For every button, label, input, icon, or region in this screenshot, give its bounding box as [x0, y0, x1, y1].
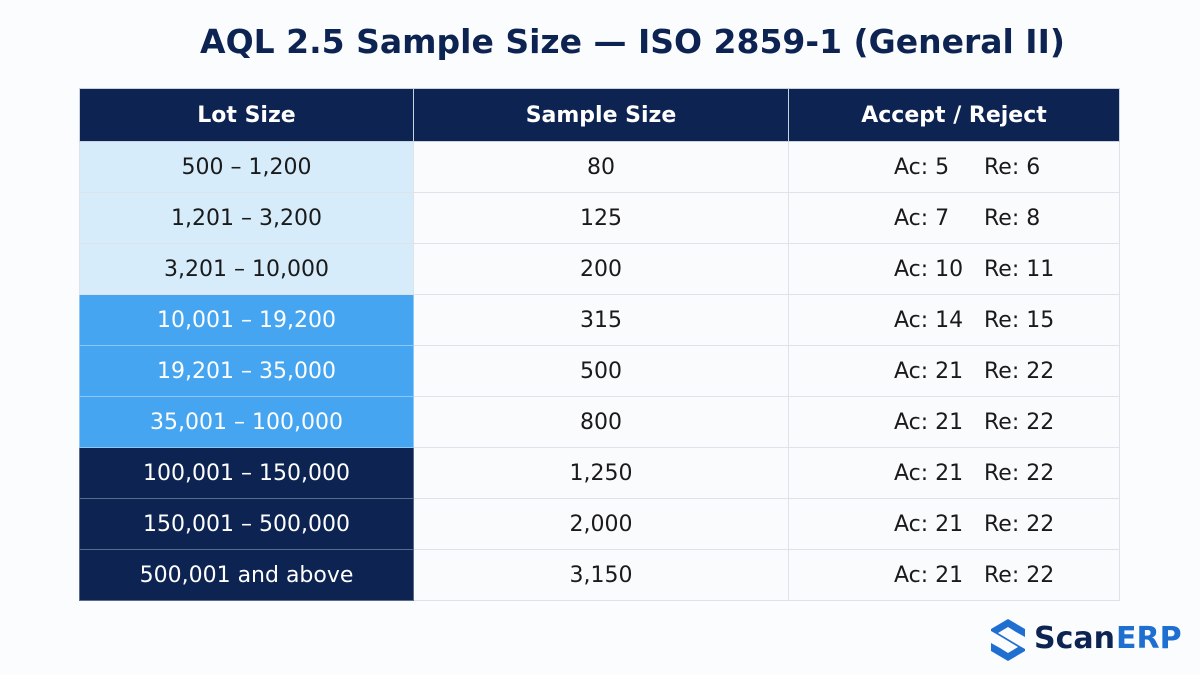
sample-size-cell: 2,000 — [413, 498, 789, 550]
accept-reject-cell: Ac: 21 Re: 22 — [788, 345, 1120, 397]
sample-size-cell: 80 — [413, 141, 789, 193]
accept-value: Ac: 21 — [894, 562, 964, 588]
lot-size-cell: 10,001 – 19,200 — [79, 294, 414, 346]
table-row: 19,201 – 35,000 500 Ac: 21 Re: 22 — [79, 345, 1120, 397]
lot-size-cell: 35,001 – 100,000 — [79, 396, 414, 448]
accept-value: Ac: 21 — [894, 409, 964, 435]
accept-reject-cell: Ac: 21 Re: 22 — [788, 396, 1120, 448]
accept-reject-cell: Ac: 5 Re: 6 — [788, 141, 1120, 193]
logo: Scan ERP — [988, 615, 1188, 665]
reject-value: Re: 15 — [984, 307, 1055, 333]
accept-value: Ac: 10 — [894, 256, 964, 282]
sample-size-cell: 3,150 — [413, 549, 789, 601]
table-row: 35,001 – 100,000 800 Ac: 21 Re: 22 — [79, 396, 1120, 448]
sample-size-cell: 200 — [413, 243, 789, 295]
accept-value: Ac: 5 — [894, 154, 950, 180]
logo-suffix: ERP — [1116, 621, 1182, 656]
accept-reject-cell: Ac: 10 Re: 11 — [788, 243, 1120, 295]
sample-size-cell: 500 — [413, 345, 789, 397]
accept-reject-cell: Ac: 21 Re: 22 — [788, 498, 1120, 550]
lot-size-cell: 19,201 – 35,000 — [79, 345, 414, 397]
header-cell: Sample Size — [413, 88, 789, 142]
sample-size-cell: 800 — [413, 396, 789, 448]
header-cell: Accept / Reject — [788, 88, 1120, 142]
accept-value: Ac: 21 — [894, 511, 964, 537]
reject-value: Re: 22 — [984, 511, 1055, 537]
table-row: 150,001 – 500,000 2,000 Ac: 21 Re: 22 — [79, 498, 1120, 550]
accept-value: Ac: 21 — [894, 358, 964, 384]
sample-size-cell: 315 — [413, 294, 789, 346]
reject-value: Re: 22 — [984, 562, 1055, 588]
logo-brand: Scan — [1034, 621, 1115, 656]
reject-value: Re: 6 — [984, 154, 1041, 180]
header-cell: Lot Size — [79, 88, 414, 142]
accept-value: Ac: 7 — [894, 205, 950, 231]
lot-size-cell: 500,001 and above — [79, 549, 414, 601]
lot-size-cell: 150,001 – 500,000 — [79, 498, 414, 550]
table-body: 500 – 1,200 80 Ac: 5 Re: 6 1,201 – 3,200 125 A… — [79, 141, 1120, 601]
accept-value: Ac: 14 — [894, 307, 964, 333]
table-row: 1,201 – 3,200 125 Ac: 7 Re: 8 — [79, 192, 1120, 244]
reject-value: Re: 22 — [984, 358, 1055, 384]
table-row: 3,201 – 10,000 200 Ac: 10 Re: 11 — [79, 243, 1120, 295]
lot-size-cell: 100,001 – 150,000 — [79, 447, 414, 499]
lot-size-cell: 500 – 1,200 — [79, 141, 414, 193]
reject-value: Re: 22 — [984, 460, 1055, 486]
aql-table: Lot Size Sample Size Accept / Reject 500… — [79, 88, 1120, 601]
table-row: 100,001 – 150,000 1,250 Ac: 21 Re: 22 — [79, 447, 1120, 499]
reject-value: Re: 11 — [984, 256, 1055, 282]
header-row: Lot Size Sample Size Accept / Reject — [79, 88, 1120, 142]
lot-size-cell: 1,201 – 3,200 — [79, 192, 414, 244]
accept-value: Ac: 21 — [894, 460, 964, 486]
reject-value: Re: 8 — [984, 205, 1041, 231]
table-row: 500 – 1,200 80 Ac: 5 Re: 6 — [79, 141, 1120, 193]
table-row: 500,001 and above 3,150 Ac: 21 Re: 22 — [79, 549, 1120, 601]
table-row: 10,001 – 19,200 315 Ac: 14 Re: 15 — [79, 294, 1120, 346]
accept-reject-cell: Ac: 21 Re: 22 — [788, 549, 1120, 601]
accept-reject-cell: Ac: 14 Re: 15 — [788, 294, 1120, 346]
accept-reject-cell: Ac: 7 Re: 8 — [788, 192, 1120, 244]
sample-size-cell: 125 — [413, 192, 789, 244]
reject-value: Re: 22 — [984, 409, 1055, 435]
page-title: AQL 2.5 Sample Size — ISO 2859-1 (Genera… — [200, 22, 1065, 61]
sample-size-cell: 1,250 — [413, 447, 789, 499]
logo-icon — [991, 619, 1025, 661]
lot-size-cell: 3,201 – 10,000 — [79, 243, 414, 295]
accept-reject-cell: Ac: 21 Re: 22 — [788, 447, 1120, 499]
